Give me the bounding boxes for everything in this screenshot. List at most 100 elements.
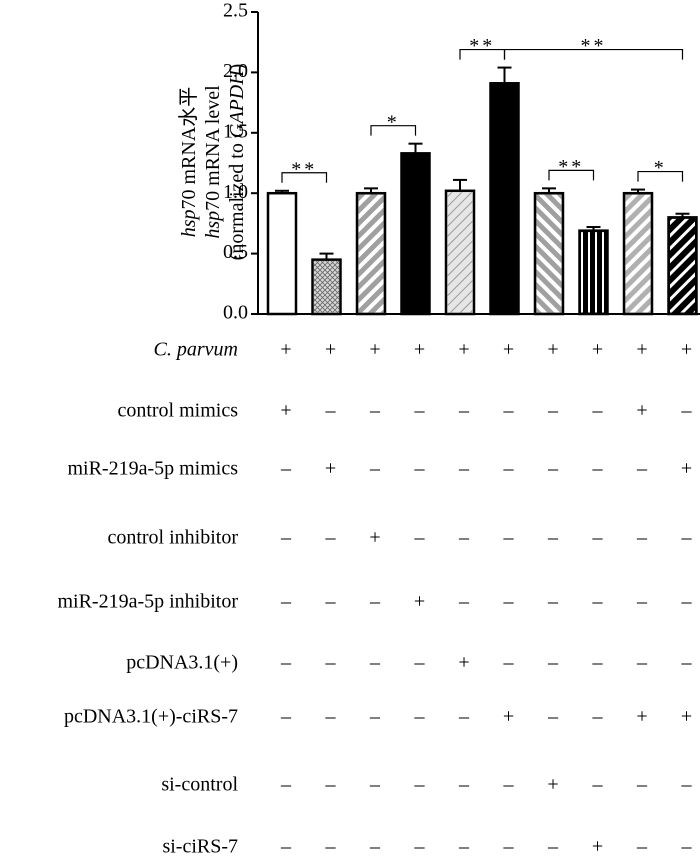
- condition-sign: –: [414, 774, 426, 796]
- significance-bracket: [370, 125, 417, 136]
- significance-bracket: [637, 170, 684, 182]
- condition-sign: –: [503, 652, 515, 674]
- condition-sign: +: [414, 339, 425, 361]
- condition-sign: +: [458, 652, 469, 674]
- condition-sign: –: [636, 836, 648, 858]
- significance-bracket: [281, 172, 328, 183]
- condition-sign: –: [369, 591, 381, 613]
- y-axis-label: (normalized to GAPDH): [226, 64, 248, 261]
- condition-sign: –: [369, 458, 381, 480]
- condition-label: control mimics: [117, 400, 238, 422]
- condition-sign: –: [503, 458, 515, 480]
- condition-sign: –: [592, 706, 604, 728]
- condition-sign: +: [503, 339, 514, 361]
- condition-sign: –: [592, 774, 604, 796]
- condition-sign: –: [458, 774, 470, 796]
- y-tick-label: 1.0: [223, 181, 248, 203]
- condition-sign: –: [458, 527, 470, 549]
- condition-label: pcDNA3.1(+): [126, 652, 238, 674]
- condition-sign: –: [325, 774, 337, 796]
- significance-label: **: [469, 35, 495, 57]
- y-axis-label-part: 70 mRNA水平: [177, 87, 200, 210]
- condition-sign: –: [636, 458, 648, 480]
- condition-sign: +: [280, 339, 291, 361]
- condition-sign: +: [503, 706, 514, 728]
- condition-sign: –: [681, 774, 693, 796]
- bar-pattern: [625, 194, 651, 313]
- y-axis-label-part: ): [226, 64, 248, 71]
- condition-sign: –: [280, 652, 292, 674]
- bar-pattern: [358, 194, 384, 313]
- condition-label: C. parvum: [154, 339, 238, 361]
- condition-sign: –: [503, 836, 515, 858]
- condition-sign: +: [681, 339, 692, 361]
- y-axis-label-part: GAPDH: [226, 69, 248, 138]
- condition-sign: –: [547, 400, 559, 422]
- condition-sign: +: [369, 339, 380, 361]
- condition-sign: +: [280, 400, 291, 422]
- y-axis-label-part: hsp: [178, 210, 200, 238]
- condition-sign: –: [458, 591, 470, 613]
- bar: [489, 82, 520, 316]
- condition-sign: +: [636, 706, 647, 728]
- y-axis-label-part: hsp: [202, 211, 224, 239]
- condition-sign: +: [681, 458, 692, 480]
- condition-sign: –: [325, 706, 337, 728]
- condition-sign: +: [547, 774, 558, 796]
- condition-sign: –: [458, 836, 470, 858]
- condition-sign: –: [325, 836, 337, 858]
- condition-sign: +: [369, 527, 380, 549]
- condition-sign: +: [636, 339, 647, 361]
- condition-label: control inhibitor: [107, 527, 238, 549]
- condition-sign: –: [503, 591, 515, 613]
- significance-bracket: [503, 48, 684, 60]
- condition-label: si-control: [161, 774, 238, 796]
- condition-sign: –: [592, 458, 604, 480]
- condition-sign: +: [636, 400, 647, 422]
- condition-sign: –: [280, 836, 292, 858]
- condition-sign: –: [458, 400, 470, 422]
- condition-sign: –: [547, 706, 559, 728]
- condition-sign: –: [503, 527, 515, 549]
- condition-sign: –: [592, 400, 604, 422]
- condition-label: pcDNA3.1(+)-ciRS-7: [64, 706, 238, 728]
- condition-sign: –: [503, 400, 515, 422]
- condition-sign: –: [636, 527, 648, 549]
- condition-label: miR-219a-5p inhibitor: [57, 591, 238, 613]
- condition-sign: –: [547, 527, 559, 549]
- condition-sign: –: [681, 400, 693, 422]
- condition-sign: –: [636, 774, 648, 796]
- condition-sign: –: [414, 400, 426, 422]
- condition-sign: –: [592, 652, 604, 674]
- condition-sign: –: [414, 652, 426, 674]
- condition-sign: –: [414, 706, 426, 728]
- condition-sign: –: [681, 527, 693, 549]
- bar: [400, 152, 431, 316]
- condition-sign: –: [547, 458, 559, 480]
- condition-sign: +: [414, 591, 425, 613]
- condition-sign: –: [547, 836, 559, 858]
- condition-sign: –: [547, 591, 559, 613]
- significance-label: **: [581, 35, 607, 57]
- condition-sign: –: [458, 706, 470, 728]
- condition-sign: –: [369, 836, 381, 858]
- bar-pattern: [447, 192, 473, 313]
- condition-sign: –: [280, 527, 292, 549]
- condition-sign: –: [280, 774, 292, 796]
- condition-sign: +: [681, 706, 692, 728]
- condition-label: miR-219a-5p mimics: [67, 458, 238, 480]
- bar-pattern: [536, 194, 562, 313]
- condition-sign: +: [592, 836, 603, 858]
- condition-sign: +: [325, 458, 336, 480]
- condition-sign: –: [325, 591, 337, 613]
- condition-sign: –: [592, 527, 604, 549]
- bar: [266, 191, 298, 316]
- condition-sign: +: [592, 339, 603, 361]
- condition-sign: –: [369, 706, 381, 728]
- condition-sign: –: [592, 591, 604, 613]
- condition-sign: –: [280, 706, 292, 728]
- significance-label: *: [387, 111, 400, 133]
- y-tick-label: 2.5: [223, 0, 248, 22]
- y-axis-label-part: 70 mRNA level: [202, 85, 224, 211]
